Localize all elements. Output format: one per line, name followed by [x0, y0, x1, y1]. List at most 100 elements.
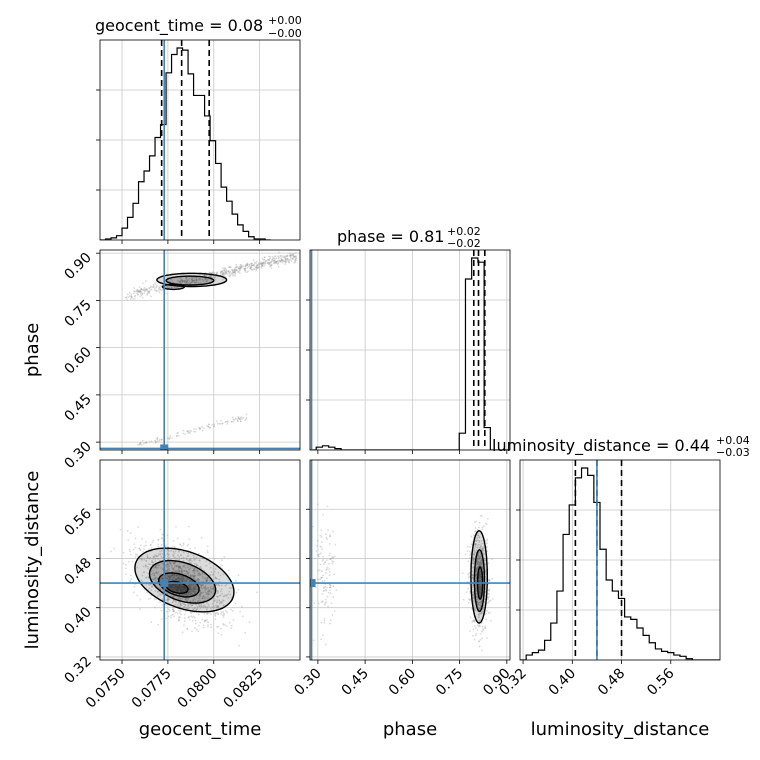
sample-point-441 [486, 550, 489, 553]
sample-point-337 [178, 569, 181, 572]
sample-point-728 [478, 624, 481, 627]
sample-point-band0-259 [229, 265, 232, 268]
sample-point-853 [482, 628, 485, 631]
sample-point-band0-457 [277, 265, 280, 268]
sample-point-1399 [224, 584, 227, 587]
sample-point-band0-243 [272, 257, 274, 260]
sample-point-band0-561 [186, 280, 189, 282]
sample-point-1051 [175, 589, 178, 592]
sample-point-band0-154 [261, 262, 264, 265]
sample-point-547 [472, 619, 475, 621]
sample-point-425 [482, 547, 485, 550]
sample-point-983 [180, 570, 183, 573]
sample-point-89 [472, 574, 474, 577]
sample-point-band0-426 [222, 271, 225, 274]
sample-point-795 [477, 566, 479, 569]
sample-point-110 [478, 607, 480, 610]
sample-point-1113 [188, 618, 191, 621]
sample-point-band0-364 [160, 284, 162, 287]
sample-point-1340 [248, 621, 251, 624]
sample-point-band0-435 [273, 255, 276, 258]
sample-point-band0-11 [139, 290, 142, 293]
sample-point-1112 [133, 543, 136, 546]
sample-point-574 [180, 545, 183, 547]
title-luminosity-distance-sub: −0.03 [716, 446, 750, 459]
sample-point-640 [188, 587, 191, 590]
sample-point-1003 [206, 578, 209, 580]
sample-point-486 [174, 584, 177, 587]
sample-point-521 [209, 586, 212, 589]
sample-point-band0-407 [152, 286, 155, 288]
sample-point-band0-214 [252, 264, 255, 267]
sample-point-1184 [212, 587, 215, 590]
sample-point-band0-645 [137, 290, 140, 293]
sample-point-941 [175, 557, 178, 560]
sample-point-band1-75 [207, 425, 210, 428]
sample-point-314 [484, 562, 486, 565]
sample-point-517 [182, 578, 185, 580]
sample-point-extra-53 [322, 558, 325, 561]
sample-point-1139 [215, 612, 217, 615]
sample-point-833 [201, 587, 204, 590]
sample-point-330 [478, 616, 481, 619]
sample-point-123 [472, 553, 475, 556]
sample-point-14 [151, 585, 154, 588]
sample-point-348 [214, 615, 217, 617]
sample-point-232 [164, 603, 167, 606]
sample-point-band0-377 [228, 266, 231, 268]
sample-point-905 [151, 573, 153, 576]
sample-point-1315 [204, 577, 207, 580]
sample-point-band0-476 [184, 280, 186, 282]
sample-point-326 [479, 638, 482, 641]
sample-point-837 [212, 587, 214, 590]
sample-point-571 [487, 612, 490, 614]
sample-point-band1-7 [195, 428, 198, 431]
sample-point-band0-187 [140, 288, 143, 291]
sample-point-1142 [175, 574, 178, 577]
sample-point-288 [181, 631, 184, 634]
sample-point-1185 [207, 590, 210, 593]
sample-point-1239 [218, 600, 221, 603]
sample-point-band0-629 [241, 266, 243, 269]
sample-point-696 [207, 589, 210, 591]
sample-point-1122 [213, 558, 216, 560]
sample-point-band0-305 [152, 283, 155, 286]
sample-point-78 [178, 584, 181, 587]
ylabel-phase: phase [22, 323, 43, 377]
sample-point-1235 [177, 565, 180, 568]
sample-point-36 [155, 576, 157, 579]
sample-point-519 [488, 600, 491, 603]
sample-point-120 [472, 584, 475, 587]
sample-point-466 [469, 616, 472, 619]
sample-point-332 [478, 562, 480, 565]
sample-point-band0-227 [284, 263, 287, 266]
sample-point-566 [147, 576, 150, 578]
sample-point-399 [480, 542, 483, 545]
sample-point-band0-636 [191, 280, 194, 282]
sample-point-615 [178, 562, 181, 564]
sample-point-band0-623 [281, 259, 283, 262]
sample-point-113 [170, 549, 172, 552]
sample-point-194 [471, 620, 474, 623]
sample-point-445 [192, 603, 195, 606]
sample-point-1311 [178, 577, 181, 580]
sample-point-1089 [177, 597, 180, 599]
hist-bin-luminosity_distance-19 [637, 628, 643, 660]
sample-point-band0-572 [256, 266, 259, 269]
sample-point-extra-2 [321, 634, 324, 637]
sample-point-extra-91 [317, 569, 319, 572]
sample-point-57 [147, 583, 150, 586]
sample-point-273 [477, 539, 480, 542]
sample-point-1391 [194, 567, 196, 570]
hist-line-luminosity_distance [520, 467, 720, 660]
sample-point-977 [160, 588, 162, 591]
sample-point-band0-398 [294, 255, 297, 258]
sample-point-1309 [220, 590, 222, 593]
sample-point-177 [189, 583, 192, 586]
sample-point-435 [198, 579, 200, 581]
sample-point-band0-446 [294, 260, 296, 263]
sample-point-28 [190, 579, 193, 582]
sample-point-band0-391 [284, 255, 287, 257]
sample-point-band0-548 [291, 257, 294, 260]
sample-point-527 [172, 610, 175, 613]
